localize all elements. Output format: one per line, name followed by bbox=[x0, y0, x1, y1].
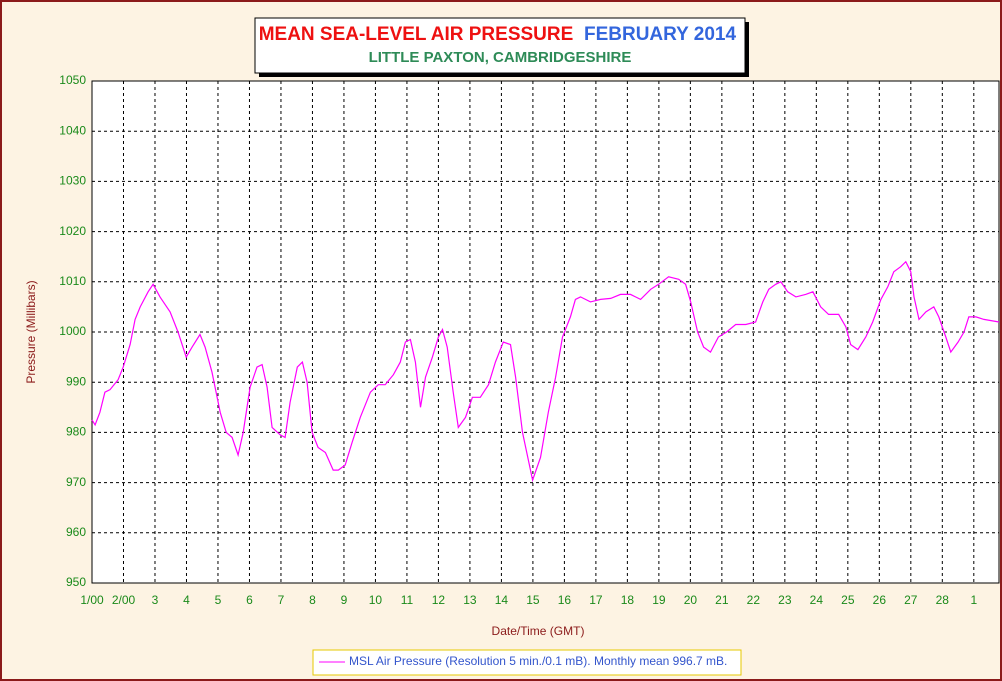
y-tick-label: 1010 bbox=[59, 274, 86, 288]
y-tick-label: 1040 bbox=[59, 123, 86, 137]
x-tick-label: 22 bbox=[747, 593, 761, 607]
x-tick-label: 24 bbox=[810, 593, 824, 607]
x-tick-label: 11 bbox=[401, 593, 414, 607]
x-tick-label: 9 bbox=[341, 593, 348, 607]
y-tick-label: 960 bbox=[66, 525, 86, 539]
x-tick-label: 6 bbox=[246, 593, 253, 607]
y-tick-label: 970 bbox=[66, 475, 86, 489]
x-tick-label: 23 bbox=[778, 593, 792, 607]
x-tick-label: 14 bbox=[495, 593, 509, 607]
x-tick-label: 26 bbox=[873, 593, 887, 607]
chart-subtitle: LITTLE PAXTON, CAMBRIDGESHIRE bbox=[369, 49, 632, 66]
chart-title-period: FEBRUARY 2014 bbox=[584, 24, 736, 45]
x-tick-label: 16 bbox=[558, 593, 572, 607]
y-tick-label: 990 bbox=[66, 374, 86, 388]
x-tick-label: 2/00 bbox=[112, 593, 136, 607]
y-tick-label: 980 bbox=[66, 425, 86, 439]
x-axis-label: Date/Time (GMT) bbox=[492, 624, 585, 638]
x-tick-label: 15 bbox=[526, 593, 540, 607]
y-tick-label: 950 bbox=[66, 575, 86, 589]
x-tick-label: 21 bbox=[715, 593, 729, 607]
title-box bbox=[254, 17, 746, 74]
data-line bbox=[91, 260, 1000, 483]
x-tick-label: 12 bbox=[432, 593, 446, 607]
x-tick-label: 20 bbox=[684, 593, 698, 607]
y-tick-label: 1000 bbox=[59, 324, 86, 338]
x-tick-label: 1/00 bbox=[80, 593, 104, 607]
x-tick-label: 25 bbox=[841, 593, 855, 607]
x-tick-label: 8 bbox=[309, 593, 316, 607]
x-tick-label: 3 bbox=[152, 593, 159, 607]
chart-title: MEAN SEA-LEVEL AIR PRESSURE bbox=[259, 24, 574, 45]
legend bbox=[312, 649, 742, 676]
x-tick-label: 4 bbox=[183, 593, 190, 607]
x-tick-label: 19 bbox=[652, 593, 666, 607]
y-tick-label: 1050 bbox=[59, 73, 86, 87]
x-tick-label: 27 bbox=[904, 593, 918, 607]
x-tick-label: 18 bbox=[621, 593, 635, 607]
x-tick-label: 7 bbox=[278, 593, 285, 607]
legend-label: MSL Air Pressure (Resolution 5 min./0.1 … bbox=[349, 654, 727, 668]
x-tick-label: 28 bbox=[936, 593, 950, 607]
x-tick-label: 5 bbox=[215, 593, 222, 607]
x-tick-label: 1 bbox=[970, 593, 977, 607]
y-tick-label: 1030 bbox=[59, 174, 86, 188]
x-tick-label: 10 bbox=[369, 593, 383, 607]
y-axis-label: Pressure (Millibars) bbox=[24, 280, 38, 383]
y-tick-label: 1020 bbox=[59, 224, 86, 238]
x-tick-label: 13 bbox=[463, 593, 477, 607]
x-tick-label: 17 bbox=[589, 593, 603, 607]
